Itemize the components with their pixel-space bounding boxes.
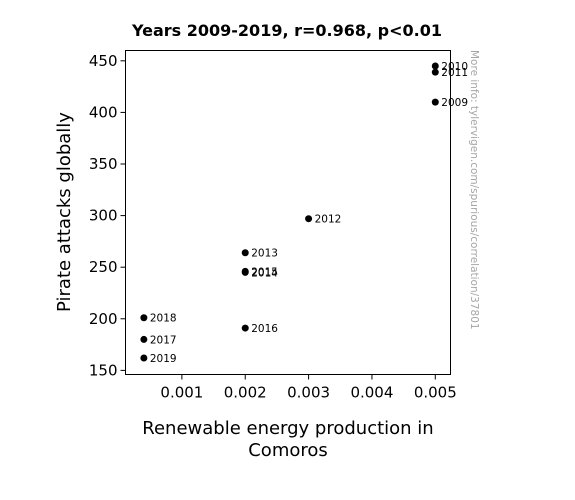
y-tick-label: 400 bbox=[89, 103, 118, 121]
y-tick-label: 350 bbox=[89, 155, 118, 173]
data-point-label-2011: 2011 bbox=[441, 67, 468, 79]
x-tick-label: 0.005 bbox=[414, 384, 457, 402]
data-point-2018 bbox=[140, 314, 148, 322]
data-point-2016 bbox=[241, 324, 249, 332]
data-point-2011 bbox=[431, 68, 439, 76]
x-axis-label-line-1: Renewable energy production in bbox=[142, 418, 433, 439]
data-point-label-2010: 2010 bbox=[441, 61, 468, 73]
x-tick-label: 0.001 bbox=[160, 384, 203, 402]
data-point-labels: 2009201020112012201320142015201620172018… bbox=[150, 61, 468, 365]
plot-area: 2009201020112012201320142015201620172018… bbox=[89, 50, 468, 402]
x-axis-label-line-2: Comoros bbox=[248, 440, 328, 461]
y-axis-ticks: 150 200 250 300 350 400 450 bbox=[89, 52, 126, 379]
data-point-label-2012: 2012 bbox=[315, 214, 342, 226]
data-point-label-2018: 2018 bbox=[150, 313, 177, 325]
x-axis-ticks: 0.001 0.002 0.003 0.004 0.005 bbox=[160, 374, 457, 402]
data-point-label-2009: 2009 bbox=[441, 97, 468, 109]
x-tick-label: 0.004 bbox=[350, 384, 393, 402]
data-point-label-2019: 2019 bbox=[150, 353, 177, 365]
data-point-label-2016: 2016 bbox=[251, 323, 278, 335]
y-tick-label: 450 bbox=[89, 52, 118, 70]
y-tick-label: 300 bbox=[89, 207, 118, 225]
data-point-label-2017: 2017 bbox=[150, 334, 177, 346]
plot-frame bbox=[125, 50, 451, 375]
y-tick-label: 250 bbox=[89, 258, 118, 276]
watermark: More info: tylervigen.com/spurious/corre… bbox=[468, 50, 480, 330]
data-point-label-2015: 2015 bbox=[251, 266, 278, 278]
y-tick-label: 200 bbox=[89, 310, 118, 328]
data-point-2009 bbox=[431, 98, 439, 106]
x-tick-label: 0.003 bbox=[287, 384, 330, 402]
data-point-2019 bbox=[140, 354, 148, 362]
data-point-label-2013: 2013 bbox=[251, 248, 278, 260]
y-tick-label: 150 bbox=[89, 361, 118, 379]
y-axis-label: Pirate attacks globally bbox=[54, 112, 75, 312]
data-point-2017 bbox=[140, 335, 148, 343]
data-points bbox=[140, 62, 439, 362]
data-point-2015 bbox=[241, 267, 249, 275]
chart-title: Years 2009-2019, r=0.968, p<0.01 bbox=[131, 21, 442, 40]
data-point-2013 bbox=[241, 249, 249, 257]
data-point-2010 bbox=[431, 62, 439, 70]
data-point-2012 bbox=[305, 215, 313, 223]
x-tick-label: 0.002 bbox=[224, 384, 267, 402]
data-point-label-2014: 2014 bbox=[251, 267, 278, 279]
